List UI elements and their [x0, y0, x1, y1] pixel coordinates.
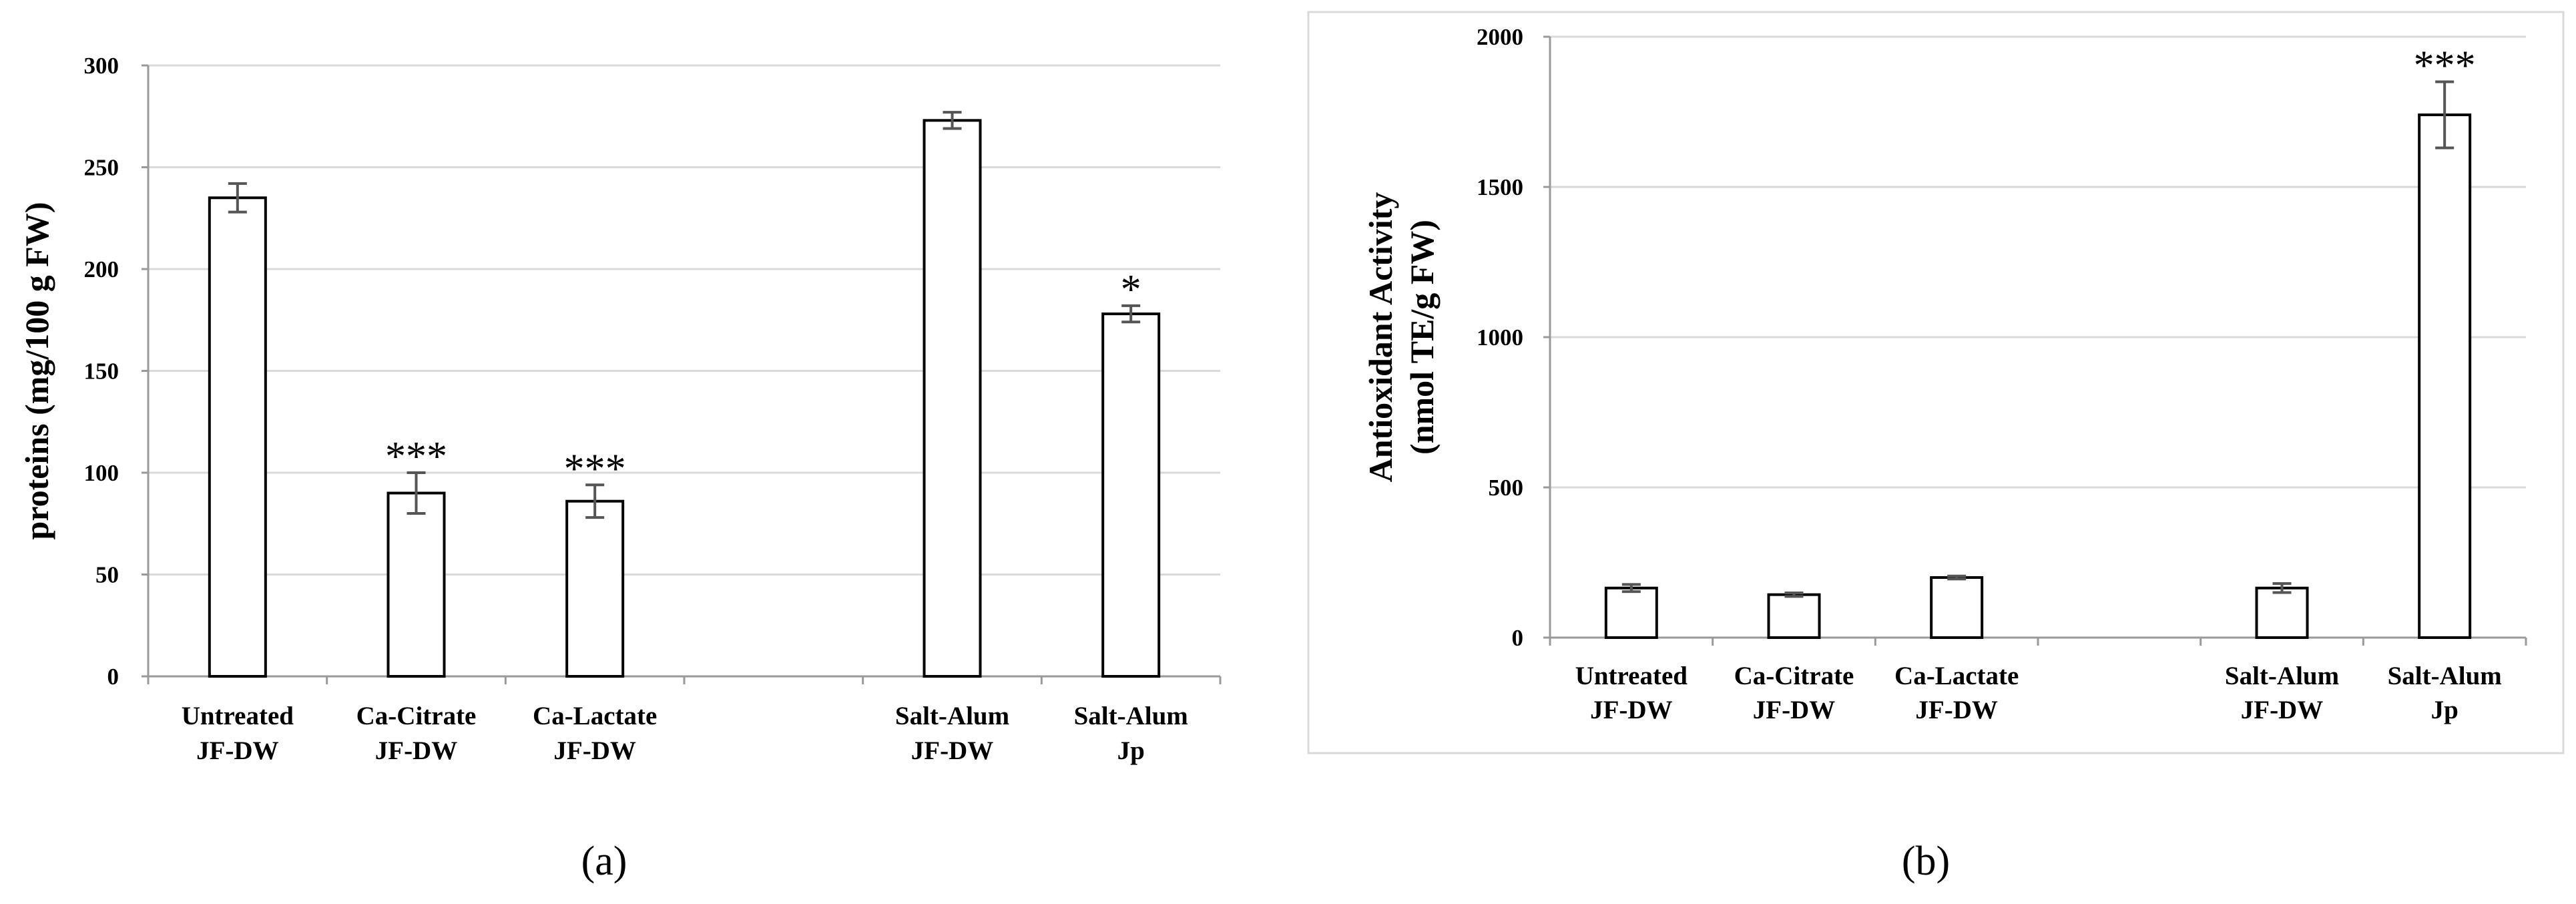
- y-tick-label-a: 250: [84, 155, 119, 181]
- y-tick-label-b: 1000: [1477, 324, 1523, 351]
- x-category-label-a: Ca-Lactate: [533, 702, 657, 730]
- x-category-label-a: JF-DW: [196, 736, 278, 765]
- y-tick-label-a: 200: [84, 256, 119, 282]
- bar-a: [565, 499, 625, 678]
- significance-label-a: ***: [564, 446, 626, 491]
- x-category-label-a: Jp: [1117, 736, 1145, 765]
- y-tick-label-a: 300: [84, 53, 119, 79]
- y-tick-label-b: 0: [1512, 625, 1524, 651]
- panel-label-a: (a): [581, 839, 627, 884]
- y-tick-label-a: 150: [84, 359, 119, 385]
- panel-a-chart: 0 50 100 150 200 250 300 Untreated JF-DW *** Ca-Ci…: [18, 53, 1222, 884]
- x-category-label-b: Untreated: [1575, 662, 1688, 690]
- panel-b-chart: 0 500 1000 1500 2000 Untreated JF-DW Ca-Citrate…: [1362, 24, 2527, 884]
- bar-a: [387, 491, 446, 678]
- x-category-label-a: Untreated: [182, 702, 294, 730]
- x-category-label-b: Salt-Alum: [2388, 662, 2502, 690]
- x-category-label-a: Salt-Alum: [895, 702, 1009, 730]
- significance-label-a: *: [1121, 267, 1141, 312]
- bar-b: [1930, 576, 1984, 639]
- x-category-label-a: JF-DW: [375, 736, 457, 765]
- bar-a: [1101, 312, 1161, 678]
- x-category-label-b: JF-DW: [1590, 696, 1672, 724]
- bar-b: [1767, 593, 1821, 640]
- x-category-label-b: Ca-Lactate: [1894, 662, 2019, 690]
- y-axis-title-a: proteins (mg/100 g FW): [18, 202, 55, 540]
- y-tick-label-b: 1500: [1477, 174, 1523, 200]
- panel-label-b: (b): [1902, 839, 1950, 884]
- x-category-label-b: JF-DW: [1753, 696, 1835, 724]
- bar-b: [1604, 586, 1658, 639]
- bar-a: [208, 196, 267, 678]
- x-category-label-b: JF-DW: [2241, 696, 2323, 724]
- x-category-label-b: Ca-Citrate: [1734, 662, 1854, 690]
- x-category-label-a: JF-DW: [553, 736, 635, 765]
- x-category-label-a: Ca-Citrate: [356, 702, 477, 730]
- x-category-label-b: JF-DW: [1915, 696, 1997, 724]
- y-tick-label-a: 50: [95, 562, 119, 588]
- x-category-label-a: Salt-Alum: [1074, 702, 1188, 730]
- y-axis-title-b: Antioxidant Activity: [1362, 192, 1399, 483]
- x-category-label-b: Jp: [2431, 696, 2459, 724]
- bar-a: [923, 119, 982, 678]
- panel-b-frame: [1307, 11, 2565, 754]
- y-tick-label-a: 100: [84, 460, 119, 486]
- significance-label-b: ***: [2414, 43, 2476, 89]
- y-tick-label-a: 0: [107, 664, 119, 690]
- bar-b: [2255, 586, 2309, 639]
- x-category-label-b: Salt-Alum: [2225, 662, 2339, 690]
- x-category-label-a: JF-DW: [911, 736, 993, 765]
- y-axis-title-b: (nmol TE/g FW): [1403, 220, 1441, 455]
- y-tick-label-b: 500: [1489, 475, 1524, 501]
- bar-b: [2418, 114, 2472, 639]
- significance-label-a: ***: [385, 434, 447, 479]
- y-tick-label-b: 2000: [1477, 24, 1523, 50]
